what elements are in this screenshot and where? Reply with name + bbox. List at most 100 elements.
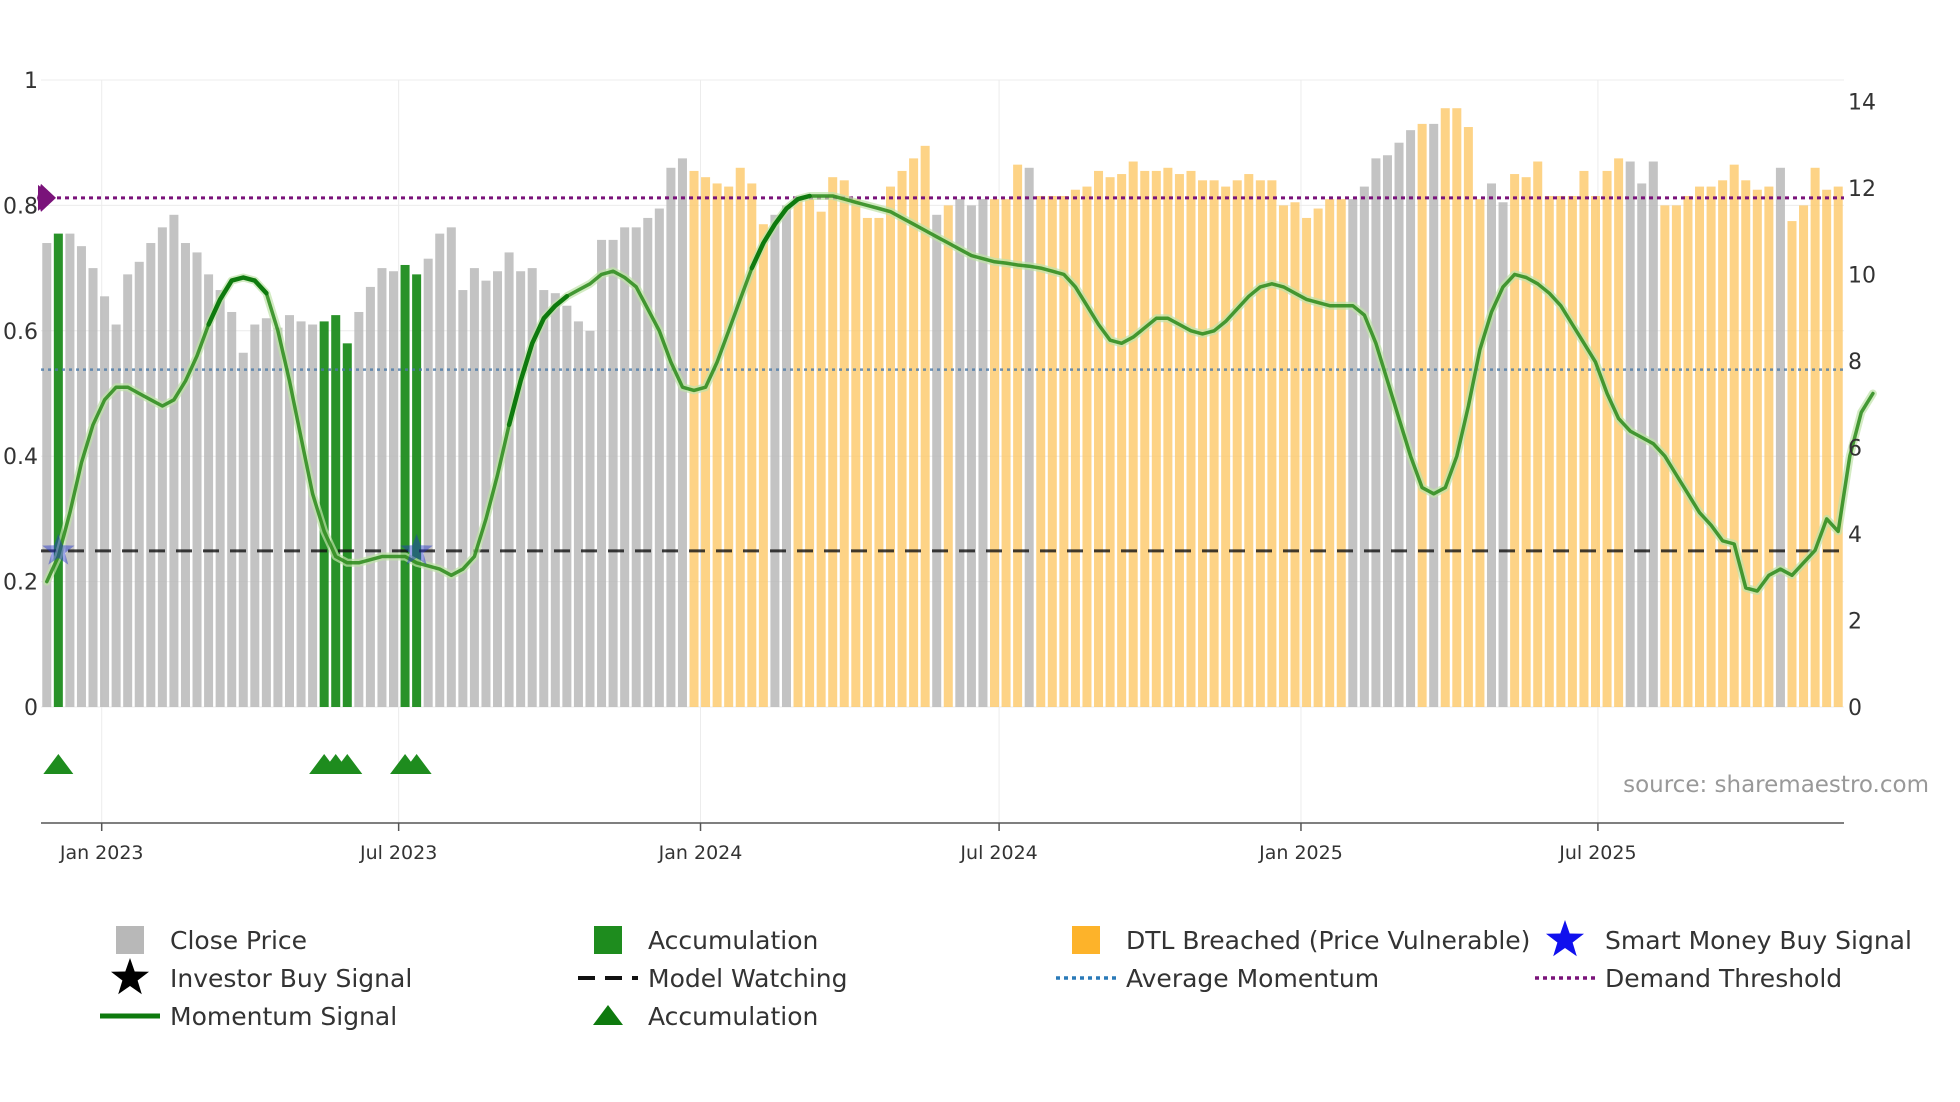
dtl-breached-bar (712, 183, 722, 707)
close-price-bar (42, 243, 52, 707)
close-price-bar (631, 227, 641, 707)
dtl-breached-bar (909, 158, 919, 707)
accumulation-bar (342, 343, 352, 707)
dtl-breached-bar (1128, 161, 1138, 707)
dtl-breached-bar (1695, 186, 1705, 708)
dtl-breached-bar (1094, 170, 1104, 708)
accumulation-bar (412, 274, 422, 707)
x-tick-label: Jan 2023 (59, 842, 144, 864)
legend-item: Accumulation (594, 926, 818, 955)
dtl-breached-bar (1001, 199, 1011, 707)
legend: Close Price Accumulation DTL Breached (Pri… (100, 920, 1912, 1031)
dtl-breached-bar (1671, 205, 1681, 707)
dtl-breached-bar (1209, 180, 1219, 707)
left-tick-label: 0.4 (3, 445, 38, 470)
close-price-bar (597, 239, 607, 707)
dtl-breached-bar (990, 199, 1000, 707)
dtl-breached-bar (1278, 205, 1288, 707)
dtl-breached-bar (1799, 205, 1809, 707)
close-price-bar (1498, 202, 1508, 707)
close-price-bar (654, 208, 664, 707)
close-price-bar (1429, 123, 1439, 707)
dtl-breached-bar (1510, 174, 1520, 708)
dtl-breached-bar (747, 183, 757, 707)
dtl-breached-bar (1313, 208, 1323, 707)
dtl-breached-bar (1556, 195, 1566, 707)
close-price-bar (134, 261, 144, 707)
close-price-bar (516, 271, 526, 707)
close-price-bar (377, 268, 387, 707)
accumulation-bar (53, 233, 63, 708)
dtl-breached-bar (1105, 177, 1115, 707)
close-price-bar (123, 274, 133, 707)
close-price-bar (539, 290, 549, 707)
dtl-breached-bar (1764, 186, 1774, 708)
right-tick-label: 0 (1848, 696, 1862, 721)
close-price-bar (111, 324, 121, 707)
right-tick-label: 8 (1848, 350, 1862, 375)
left-tick-label: 0.2 (3, 571, 38, 596)
dtl-breached-bar (851, 199, 861, 707)
close-price-bar (573, 321, 583, 707)
legend-swatch (1072, 926, 1100, 954)
right-tick-label: 4 (1848, 523, 1862, 548)
dtl-breached-bar (1417, 123, 1427, 707)
close-price-bar (1406, 130, 1416, 707)
close-price-bar (435, 233, 445, 708)
dtl-breached-bar (839, 180, 849, 707)
dtl-breached-bar (1325, 199, 1335, 707)
close-price-bar (1348, 199, 1358, 707)
close-price-bar (1024, 167, 1034, 707)
dtl-breached-bar (1302, 217, 1312, 707)
legend-label: Smart Money Buy Signal (1605, 926, 1912, 955)
close-price-bar (932, 214, 942, 707)
axes: Jan 2023 Jul 2023 Jan 2024 Jul 2024 Jan 2025… (3, 69, 1876, 864)
dtl-breached-bar (1752, 189, 1762, 708)
accumulation-triangle (401, 754, 432, 774)
x-tick-label: Jul 2023 (359, 842, 437, 864)
legend-label: Investor Buy Signal (170, 964, 412, 993)
right-tick-label: 12 (1848, 177, 1876, 202)
legend-item: Close Price (116, 926, 307, 955)
dtl-breached-bar (874, 217, 884, 707)
dtl-breached-bar (1290, 202, 1300, 707)
close-price-bar (446, 227, 456, 707)
legend-label: Close Price (170, 926, 307, 955)
close-price-bar (527, 268, 537, 707)
dtl-breached-bar (1198, 180, 1208, 707)
momentum-strong-segment (749, 193, 812, 271)
close-price-bar (966, 205, 976, 707)
close-price-bar (1371, 158, 1381, 707)
dtl-breached-bar (828, 177, 838, 707)
right-tick-label: 10 (1848, 264, 1876, 289)
dtl-breached-bar (1174, 174, 1184, 708)
legend-item: Smart Money Buy Signal (1546, 920, 1912, 957)
close-price-bar (308, 324, 318, 707)
close-price-bar (423, 258, 433, 707)
accumulation-bar (331, 315, 341, 707)
dtl-breached-bar (1070, 189, 1080, 708)
dtl-breached-bar (735, 167, 745, 707)
dtl-breached-bar (1521, 177, 1531, 707)
dtl-breached-bar (1047, 195, 1057, 707)
close-price-bar (481, 280, 491, 707)
close-price-bar (100, 296, 110, 707)
x-tick-label: Jan 2024 (658, 842, 743, 864)
momentum-strong-segment (206, 275, 269, 327)
dtl-breached-bar (1013, 164, 1023, 707)
x-tick-label: Jul 2024 (959, 842, 1037, 864)
x-tick-label: Jul 2025 (1558, 842, 1636, 864)
legend-label: Momentum Signal (170, 1002, 397, 1031)
dtl-breached-bar (1544, 195, 1554, 707)
close-price-bar (504, 252, 514, 708)
legend-item: Average Momentum (1056, 964, 1379, 993)
dtl-breached-bar (1567, 195, 1577, 707)
source-label: source: sharemaestro.com (1623, 772, 1929, 798)
dtl-breached-bar (1140, 170, 1150, 708)
left-tick-label: 1 (24, 69, 38, 94)
dtl-breached-bar (1221, 186, 1231, 708)
dtl-breached-bar (1591, 195, 1601, 707)
close-price-bar (550, 293, 560, 707)
dtl-breached-bar (897, 170, 907, 708)
